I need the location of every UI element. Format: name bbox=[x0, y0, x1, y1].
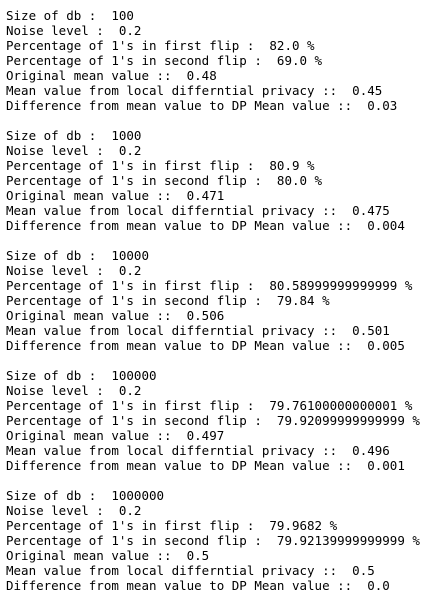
second-flip-percentage-line: Percentage of 1's in second flip : 80.0 … bbox=[6, 173, 323, 188]
db-size-line: Size of db : 1000000 bbox=[6, 488, 165, 503]
mean-difference-line: Difference from mean value to DP Mean va… bbox=[6, 458, 405, 473]
result-block-db-100: Size of db : 100 Noise level : 0.2 Perce… bbox=[6, 8, 430, 113]
noise-level-line: Noise level : 0.2 bbox=[6, 383, 142, 398]
original-mean-line: Original mean value :: 0.497 bbox=[6, 428, 225, 443]
mean-difference-line: Difference from mean value to DP Mean va… bbox=[6, 578, 390, 593]
db-size-line: Size of db : 1000 bbox=[6, 128, 142, 143]
mean-difference-line: Difference from mean value to DP Mean va… bbox=[6, 98, 398, 113]
dp-mean-line: Mean value from local differntial privac… bbox=[6, 563, 375, 578]
noise-level-line: Noise level : 0.2 bbox=[6, 263, 142, 278]
dp-mean-line: Mean value from local differntial privac… bbox=[6, 323, 390, 338]
noise-level-line: Noise level : 0.2 bbox=[6, 143, 142, 158]
original-mean-line: Original mean value :: 0.471 bbox=[6, 188, 225, 203]
dp-mean-line: Mean value from local differntial privac… bbox=[6, 203, 390, 218]
first-flip-percentage-line: Percentage of 1's in first flip : 80.589… bbox=[6, 278, 413, 293]
dp-mean-line: Mean value from local differntial privac… bbox=[6, 443, 390, 458]
second-flip-percentage-line: Percentage of 1's in second flip : 79.92… bbox=[6, 413, 420, 428]
result-block-db-1000000: Size of db : 1000000 Noise level : 0.2 P… bbox=[6, 488, 430, 593]
dp-mean-line: Mean value from local differntial privac… bbox=[6, 83, 383, 98]
first-flip-percentage-line: Percentage of 1's in first flip : 82.0 % bbox=[6, 38, 315, 53]
mean-difference-line: Difference from mean value to DP Mean va… bbox=[6, 338, 405, 353]
first-flip-percentage-line: Percentage of 1's in first flip : 80.9 % bbox=[6, 158, 315, 173]
second-flip-percentage-line: Percentage of 1's in second flip : 69.0 … bbox=[6, 53, 323, 68]
noise-level-line: Noise level : 0.2 bbox=[6, 503, 142, 518]
original-mean-line: Original mean value :: 0.5 bbox=[6, 548, 210, 563]
original-mean-line: Original mean value :: 0.506 bbox=[6, 308, 225, 323]
first-flip-percentage-line: Percentage of 1's in first flip : 79.761… bbox=[6, 398, 413, 413]
db-size-line: Size of db : 100000 bbox=[6, 368, 157, 383]
mean-difference-line: Difference from mean value to DP Mean va… bbox=[6, 218, 405, 233]
db-size-line: Size of db : 10000 bbox=[6, 248, 149, 263]
result-block-db-10000: Size of db : 10000 Noise level : 0.2 Per… bbox=[6, 248, 430, 353]
db-size-line: Size of db : 100 bbox=[6, 8, 134, 23]
noise-level-line: Noise level : 0.2 bbox=[6, 23, 142, 38]
result-block-db-1000: Size of db : 1000 Noise level : 0.2 Perc… bbox=[6, 128, 430, 233]
console-output: Size of db : 100 Noise level : 0.2 Perce… bbox=[6, 8, 430, 608]
original-mean-line: Original mean value :: 0.48 bbox=[6, 68, 217, 83]
second-flip-percentage-line: Percentage of 1's in second flip : 79.92… bbox=[6, 533, 420, 548]
first-flip-percentage-line: Percentage of 1's in first flip : 79.968… bbox=[6, 518, 338, 533]
result-block-db-100000: Size of db : 100000 Noise level : 0.2 Pe… bbox=[6, 368, 430, 473]
second-flip-percentage-line: Percentage of 1's in second flip : 79.84… bbox=[6, 293, 330, 308]
